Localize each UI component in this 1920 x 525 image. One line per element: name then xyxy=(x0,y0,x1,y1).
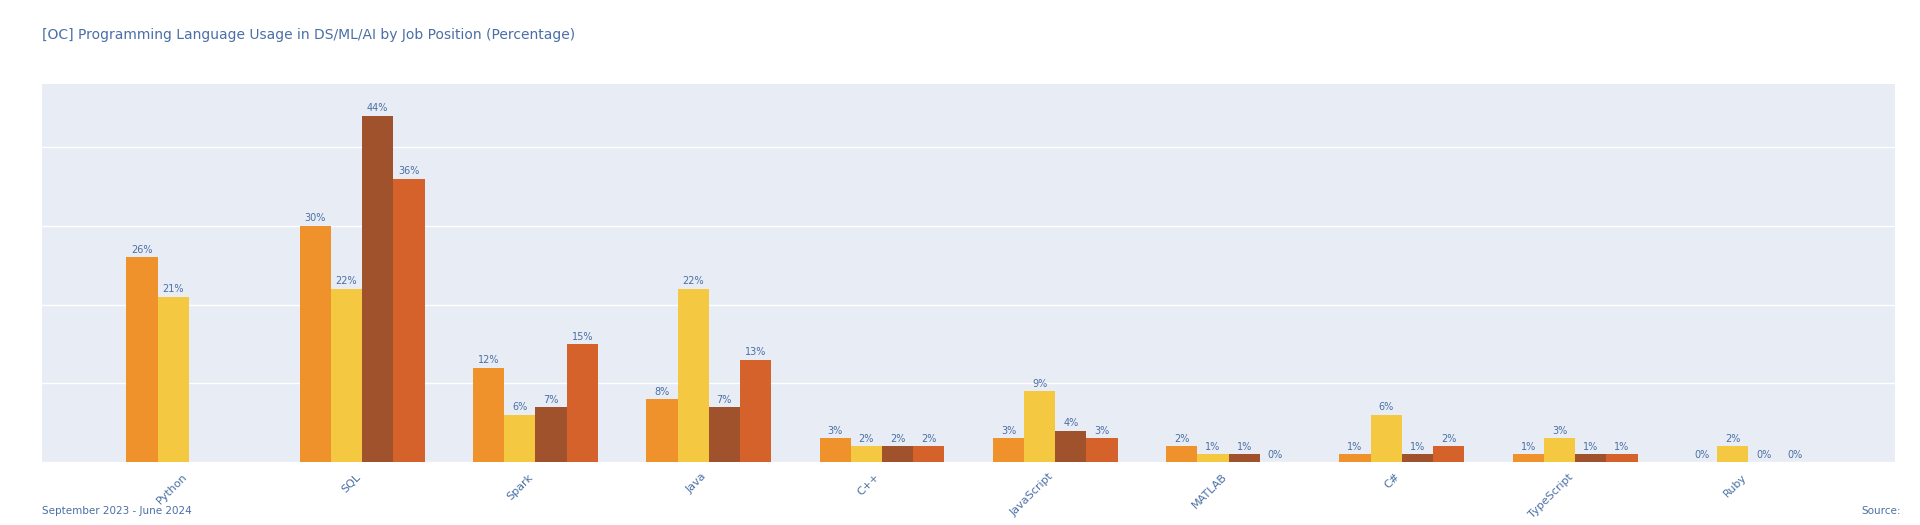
Text: 0%: 0% xyxy=(1788,449,1803,460)
Text: 36%: 36% xyxy=(397,166,420,176)
Bar xyxy=(1165,446,1198,462)
Bar xyxy=(1340,454,1371,462)
Text: 7%: 7% xyxy=(543,394,559,404)
Bar xyxy=(1716,446,1749,462)
Text: 4%: 4% xyxy=(1064,418,1079,428)
Bar xyxy=(739,360,772,462)
Text: 0%: 0% xyxy=(1757,449,1772,460)
Text: September 2023 - June 2024: September 2023 - June 2024 xyxy=(42,507,192,517)
Text: 3%: 3% xyxy=(1000,426,1016,436)
Bar xyxy=(881,446,914,462)
Bar xyxy=(1371,415,1402,462)
Bar xyxy=(566,344,597,462)
Bar xyxy=(1513,454,1544,462)
Bar xyxy=(1023,391,1056,462)
Bar xyxy=(647,399,678,462)
Text: 13%: 13% xyxy=(745,347,766,357)
Bar xyxy=(536,407,566,462)
Bar xyxy=(330,289,363,462)
Bar xyxy=(363,116,394,462)
Text: 0%: 0% xyxy=(1267,449,1283,460)
Text: 26%: 26% xyxy=(131,245,154,255)
Bar xyxy=(914,446,945,462)
Text: 1%: 1% xyxy=(1615,442,1630,452)
Bar xyxy=(1229,454,1260,462)
Bar xyxy=(678,289,708,462)
Text: 1%: 1% xyxy=(1584,442,1597,452)
Text: 3%: 3% xyxy=(828,426,843,436)
Bar xyxy=(851,446,881,462)
Bar xyxy=(1607,454,1638,462)
Text: 2%: 2% xyxy=(889,434,904,444)
Text: 12%: 12% xyxy=(478,355,499,365)
Text: 1%: 1% xyxy=(1206,442,1221,452)
Text: 21%: 21% xyxy=(163,284,184,294)
Bar xyxy=(820,438,851,462)
Bar xyxy=(1198,454,1229,462)
Bar xyxy=(1402,454,1432,462)
Text: 1%: 1% xyxy=(1348,442,1363,452)
Text: Source:: Source: xyxy=(1860,507,1901,517)
Text: 6%: 6% xyxy=(513,402,528,413)
Text: 22%: 22% xyxy=(682,276,705,287)
Text: 15%: 15% xyxy=(572,331,593,341)
Text: 2%: 2% xyxy=(858,434,874,444)
Bar xyxy=(1056,430,1087,462)
Bar xyxy=(1432,446,1465,462)
Bar xyxy=(993,438,1023,462)
Bar xyxy=(127,257,157,462)
Text: 2%: 2% xyxy=(1442,434,1457,444)
Text: 2%: 2% xyxy=(1726,434,1741,444)
Text: 2%: 2% xyxy=(922,434,937,444)
Bar xyxy=(1544,438,1574,462)
Bar xyxy=(300,226,330,462)
Text: 9%: 9% xyxy=(1033,379,1046,388)
Text: 1%: 1% xyxy=(1409,442,1425,452)
Text: 1%: 1% xyxy=(1236,442,1252,452)
Text: 30%: 30% xyxy=(305,213,326,224)
Bar xyxy=(394,178,424,462)
Text: [OC] Programming Language Usage in DS/ML/AI by Job Position (Percentage): [OC] Programming Language Usage in DS/ML… xyxy=(42,28,576,42)
Text: 44%: 44% xyxy=(367,103,388,113)
Bar xyxy=(1087,438,1117,462)
Bar xyxy=(505,415,536,462)
Text: 1%: 1% xyxy=(1521,442,1536,452)
Text: 0%: 0% xyxy=(1693,449,1709,460)
Text: 2%: 2% xyxy=(1175,434,1190,444)
Text: 3%: 3% xyxy=(1094,426,1110,436)
Text: 8%: 8% xyxy=(655,386,670,397)
Text: 7%: 7% xyxy=(716,394,732,404)
Bar xyxy=(708,407,739,462)
Text: 6%: 6% xyxy=(1379,402,1394,413)
Text: 22%: 22% xyxy=(336,276,357,287)
Text: 3%: 3% xyxy=(1551,426,1567,436)
Bar xyxy=(472,368,505,462)
Bar xyxy=(1574,454,1607,462)
Bar xyxy=(157,297,188,462)
